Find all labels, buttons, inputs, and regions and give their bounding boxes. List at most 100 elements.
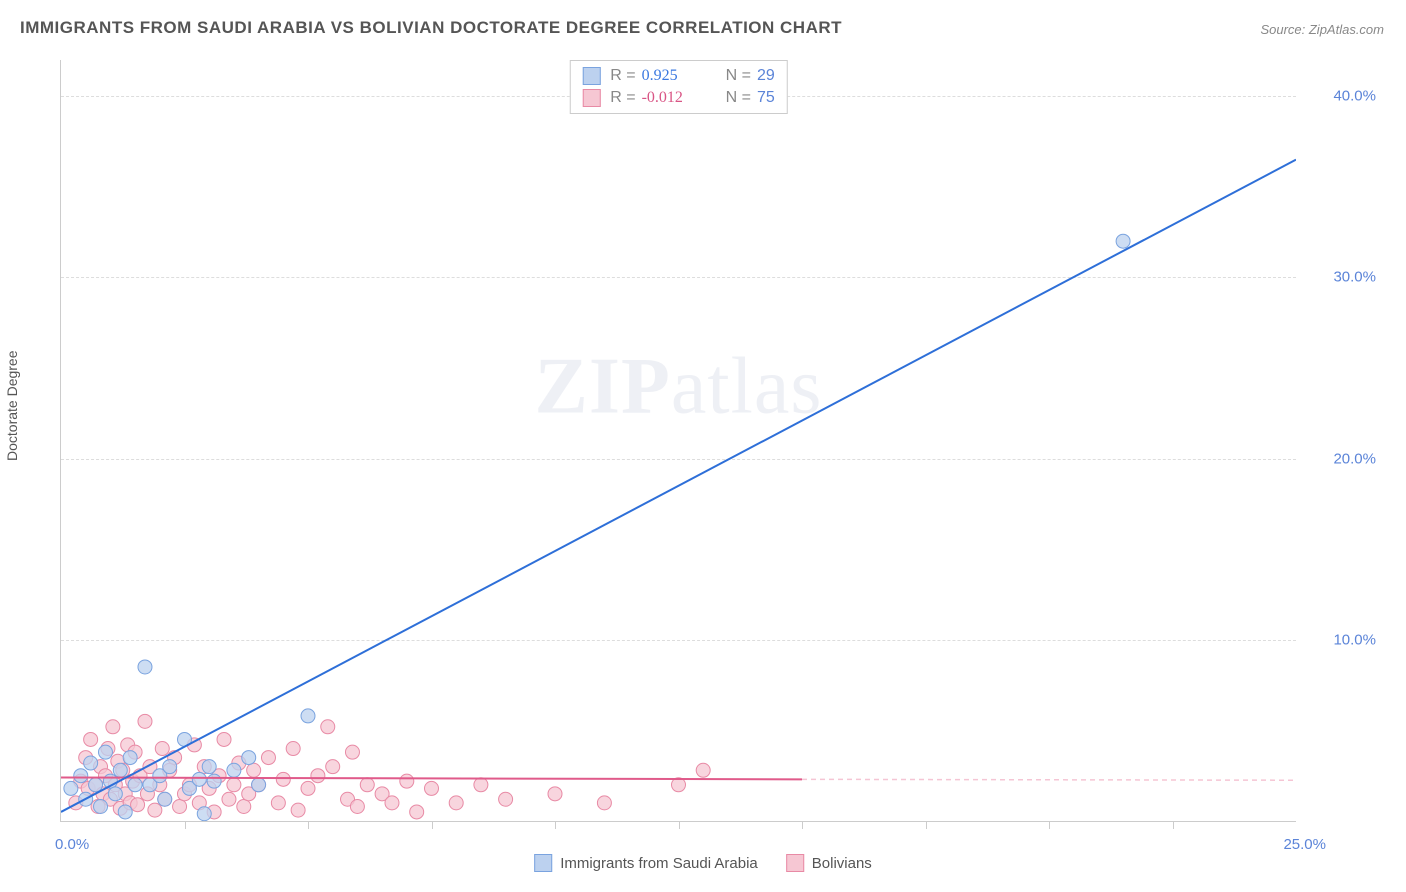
data-point	[74, 769, 88, 783]
data-point	[247, 763, 261, 777]
y-tick-label: 30.0%	[1333, 269, 1376, 286]
n-value-2: 75	[757, 89, 775, 107]
n-label-1: N =	[726, 67, 751, 85]
legend-swatch-1	[534, 854, 552, 872]
data-point	[207, 774, 221, 788]
data-point	[252, 778, 266, 792]
r-value-1: 0.925	[642, 67, 712, 85]
data-point	[326, 760, 340, 774]
data-point	[118, 805, 132, 819]
legend-item-series1: Immigrants from Saudi Arabia	[534, 854, 758, 872]
legend-item-series2: Bolivians	[786, 854, 872, 872]
data-point	[301, 781, 315, 795]
bottom-legend: Immigrants from Saudi Arabia Bolivians	[534, 854, 872, 872]
trend-line	[802, 779, 1296, 780]
data-point	[222, 792, 236, 806]
plot-svg	[61, 60, 1296, 821]
x-tick	[432, 821, 433, 829]
x-tick	[1173, 821, 1174, 829]
x-min-label: 0.0%	[55, 836, 89, 853]
chart-container: Doctorate Degree ZIPatlas R = 0.925 N = …	[20, 50, 1386, 872]
data-point	[360, 778, 374, 792]
data-point	[400, 774, 414, 788]
source-name: ZipAtlas.com	[1309, 22, 1384, 37]
data-point	[148, 803, 162, 817]
x-tick	[555, 821, 556, 829]
data-point	[197, 807, 211, 821]
swatch-series2	[582, 89, 600, 107]
data-point	[449, 796, 463, 810]
x-tick	[308, 821, 309, 829]
data-point	[345, 745, 359, 759]
data-point	[192, 772, 206, 786]
data-point	[123, 751, 137, 765]
data-point	[108, 787, 122, 801]
data-point	[158, 792, 172, 806]
data-point	[94, 800, 108, 814]
data-point	[271, 796, 285, 810]
data-point	[597, 796, 611, 810]
stats-row-series1: R = 0.925 N = 29	[582, 65, 774, 87]
data-point	[242, 751, 256, 765]
data-point	[173, 800, 187, 814]
data-point	[301, 709, 315, 723]
source-prefix: Source:	[1260, 22, 1308, 37]
n-label-2: N =	[726, 89, 751, 107]
legend-label-2: Bolivians	[812, 855, 872, 872]
data-point	[696, 763, 710, 777]
x-tick	[185, 821, 186, 829]
trend-line	[61, 778, 802, 780]
data-point	[98, 745, 112, 759]
r-value-2: -0.012	[642, 89, 712, 107]
data-point	[138, 660, 152, 674]
data-point	[138, 714, 152, 728]
x-tick	[926, 821, 927, 829]
data-point	[499, 792, 513, 806]
data-point	[227, 778, 241, 792]
data-point	[84, 732, 98, 746]
stats-legend: R = 0.925 N = 29 R = -0.012 N = 75	[569, 60, 787, 114]
data-point	[261, 751, 275, 765]
source-attribution: Source: ZipAtlas.com	[1260, 22, 1384, 37]
data-point	[237, 800, 251, 814]
stats-row-series2: R = -0.012 N = 75	[582, 87, 774, 109]
data-point	[425, 781, 439, 795]
swatch-series1	[582, 67, 600, 85]
n-value-1: 29	[757, 67, 775, 85]
data-point	[106, 720, 120, 734]
x-tick	[679, 821, 680, 829]
data-point	[89, 778, 103, 792]
y-tick-label: 40.0%	[1333, 88, 1376, 105]
data-point	[155, 742, 169, 756]
data-point	[84, 756, 98, 770]
data-point	[286, 742, 300, 756]
data-point	[227, 763, 241, 777]
trend-line	[61, 160, 1296, 812]
data-point	[128, 778, 142, 792]
data-point	[113, 763, 127, 777]
data-point	[131, 798, 145, 812]
data-point	[385, 796, 399, 810]
data-point	[311, 769, 325, 783]
r-label-1: R =	[610, 67, 635, 85]
data-point	[321, 720, 335, 734]
data-point	[217, 732, 231, 746]
data-point	[202, 760, 216, 774]
x-tick	[1049, 821, 1050, 829]
legend-label-1: Immigrants from Saudi Arabia	[560, 855, 758, 872]
x-max-label: 25.0%	[1283, 836, 1326, 853]
data-point	[410, 805, 424, 819]
y-tick-label: 10.0%	[1333, 631, 1376, 648]
data-point	[291, 803, 305, 817]
data-point	[1116, 234, 1130, 248]
plot-area: ZIPatlas R = 0.925 N = 29 R = -0.012 N =…	[60, 60, 1296, 822]
y-axis-label: Doctorate Degree	[4, 350, 20, 461]
chart-title: IMMIGRANTS FROM SAUDI ARABIA VS BOLIVIAN…	[20, 18, 842, 38]
data-point	[276, 772, 290, 786]
data-point	[474, 778, 488, 792]
legend-swatch-2	[786, 854, 804, 872]
r-label-2: R =	[610, 89, 635, 107]
data-point	[548, 787, 562, 801]
x-tick	[802, 821, 803, 829]
y-tick-label: 20.0%	[1333, 450, 1376, 467]
